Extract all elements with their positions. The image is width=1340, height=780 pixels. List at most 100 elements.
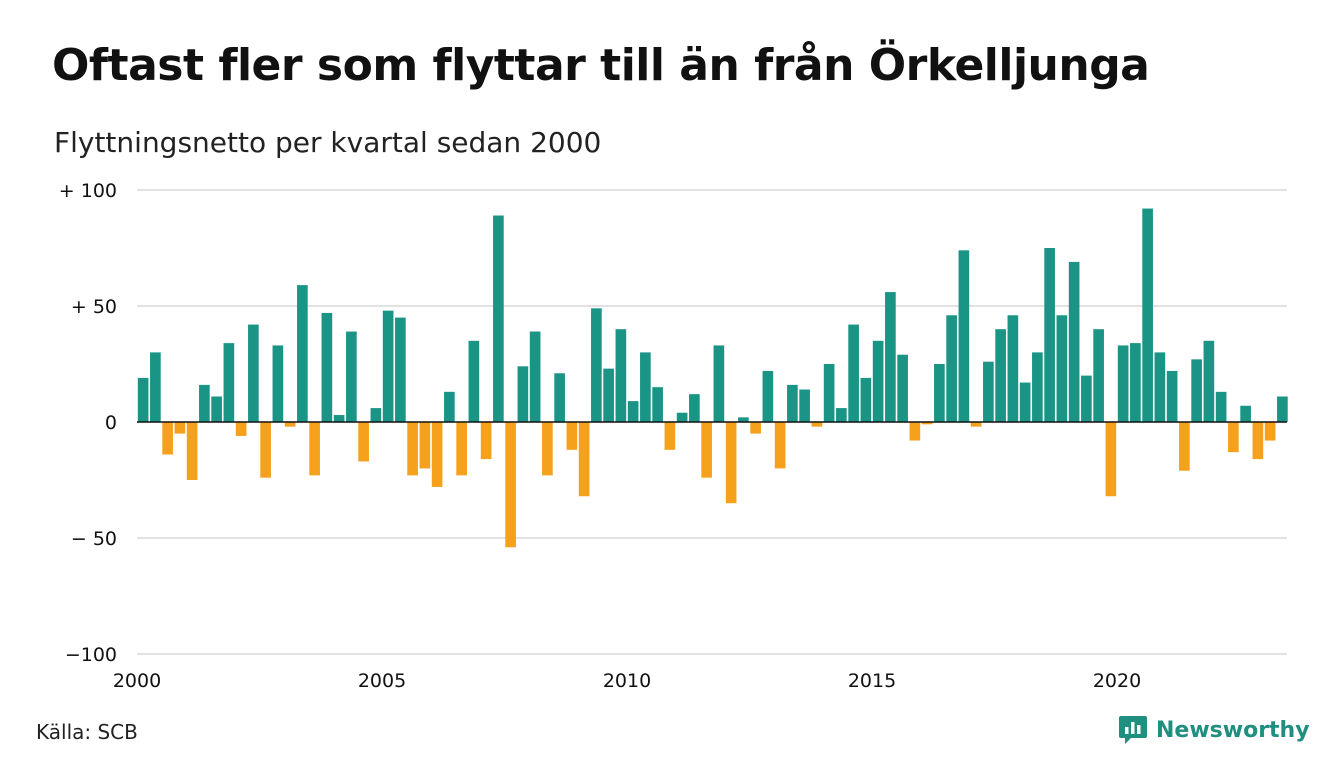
- bar: [150, 352, 161, 422]
- bar: [995, 329, 1006, 422]
- bar: [480, 422, 492, 460]
- bar: [934, 364, 945, 422]
- bar: [970, 422, 982, 427]
- bar: [578, 422, 590, 497]
- bar: [983, 361, 994, 422]
- x-tick-label: 2015: [848, 670, 896, 692]
- bar: [517, 366, 529, 422]
- bar: [407, 422, 418, 476]
- bar: [431, 422, 443, 487]
- bar: [1179, 422, 1190, 471]
- bar: [897, 354, 908, 422]
- bar: [848, 324, 859, 422]
- brand[interactable]: Newsworthy: [1118, 714, 1310, 746]
- bar: [799, 389, 810, 422]
- bar: [836, 408, 847, 422]
- bar: [358, 422, 369, 462]
- y-tick-label: −100: [65, 644, 117, 666]
- chart-title: Oftast fler som flyttar till än från Örk…: [52, 40, 1150, 91]
- bar: [309, 422, 320, 476]
- bar: [284, 422, 296, 427]
- bar: [958, 250, 970, 422]
- bar: [1093, 329, 1104, 422]
- bar: [921, 422, 933, 425]
- bars: [137, 208, 1288, 548]
- bar: [186, 422, 198, 480]
- bar: [885, 292, 896, 422]
- bar: [652, 387, 663, 422]
- bar: [860, 377, 872, 422]
- bar: [762, 370, 774, 422]
- bar: [223, 343, 235, 422]
- bar: [419, 422, 431, 469]
- x-tick-label: 2010: [603, 670, 651, 692]
- x-axis-labels: 2000 2005 2010 2015 2020: [113, 670, 1141, 692]
- bar-chart: + 100 + 50 0 − 50 −100 2000 2005 2010 2015 2020: [59, 180, 1288, 692]
- bar: [493, 215, 504, 422]
- bar: [1215, 391, 1227, 422]
- bar: [1032, 352, 1043, 422]
- bar: [1154, 352, 1166, 422]
- bar: [468, 340, 480, 422]
- bar: [211, 396, 222, 422]
- bar: [370, 408, 382, 422]
- bar: [505, 422, 516, 548]
- bar: [603, 368, 614, 422]
- y-axis-labels: + 100 + 50 0 − 50 −100: [59, 180, 117, 666]
- bar: [554, 373, 565, 422]
- x-tick-label: 2005: [358, 670, 406, 692]
- bar: [1228, 422, 1239, 453]
- bar: [199, 384, 210, 422]
- bar: [1191, 359, 1202, 422]
- y-tick-label: + 50: [71, 296, 117, 318]
- bar: [1117, 345, 1129, 422]
- bar: [444, 391, 455, 422]
- bar: [1081, 375, 1092, 422]
- bar: [615, 329, 627, 422]
- newsworthy-logo-icon: [1119, 716, 1147, 744]
- bar: [738, 417, 749, 422]
- y-tick-label: + 100: [59, 180, 117, 202]
- bar: [1044, 248, 1055, 422]
- bar: [676, 412, 688, 422]
- bar: [1252, 422, 1264, 460]
- bar: [297, 285, 308, 422]
- y-tick-label: − 50: [71, 528, 117, 550]
- bar: [1056, 315, 1068, 422]
- bar: [260, 422, 271, 478]
- bar: [1166, 370, 1178, 422]
- grid-lines: [137, 189, 1287, 655]
- bar: [713, 345, 725, 422]
- bar: [1105, 422, 1117, 497]
- bar: [1007, 315, 1019, 422]
- source-note: Källa: SCB: [36, 720, 138, 744]
- bar: [750, 422, 761, 434]
- bar: [701, 422, 712, 478]
- bar: [529, 331, 541, 422]
- bar: [137, 377, 149, 422]
- bar: [174, 422, 186, 434]
- bar: [1203, 340, 1215, 422]
- chart-subtitle: Flyttningsnetto per kvartal sedan 2000: [54, 126, 602, 159]
- bar: [235, 422, 247, 436]
- bar: [162, 422, 173, 455]
- x-tick-label: 2000: [113, 670, 161, 692]
- bar: [382, 310, 394, 422]
- x-tick-label: 2020: [1093, 670, 1141, 692]
- bar: [909, 422, 921, 441]
- bar: [664, 422, 676, 450]
- bar: [872, 340, 884, 422]
- bar: [811, 422, 823, 427]
- bar: [774, 422, 786, 469]
- bar: [946, 315, 957, 422]
- bar: [272, 345, 284, 422]
- bar: [689, 394, 700, 422]
- bar: [346, 331, 357, 422]
- bar: [1264, 422, 1276, 441]
- bar: [1130, 343, 1141, 422]
- bar: [787, 384, 798, 422]
- bar: [1240, 405, 1251, 422]
- bar: [823, 364, 835, 422]
- bar: [640, 352, 651, 422]
- brand-name: Newsworthy: [1156, 717, 1310, 743]
